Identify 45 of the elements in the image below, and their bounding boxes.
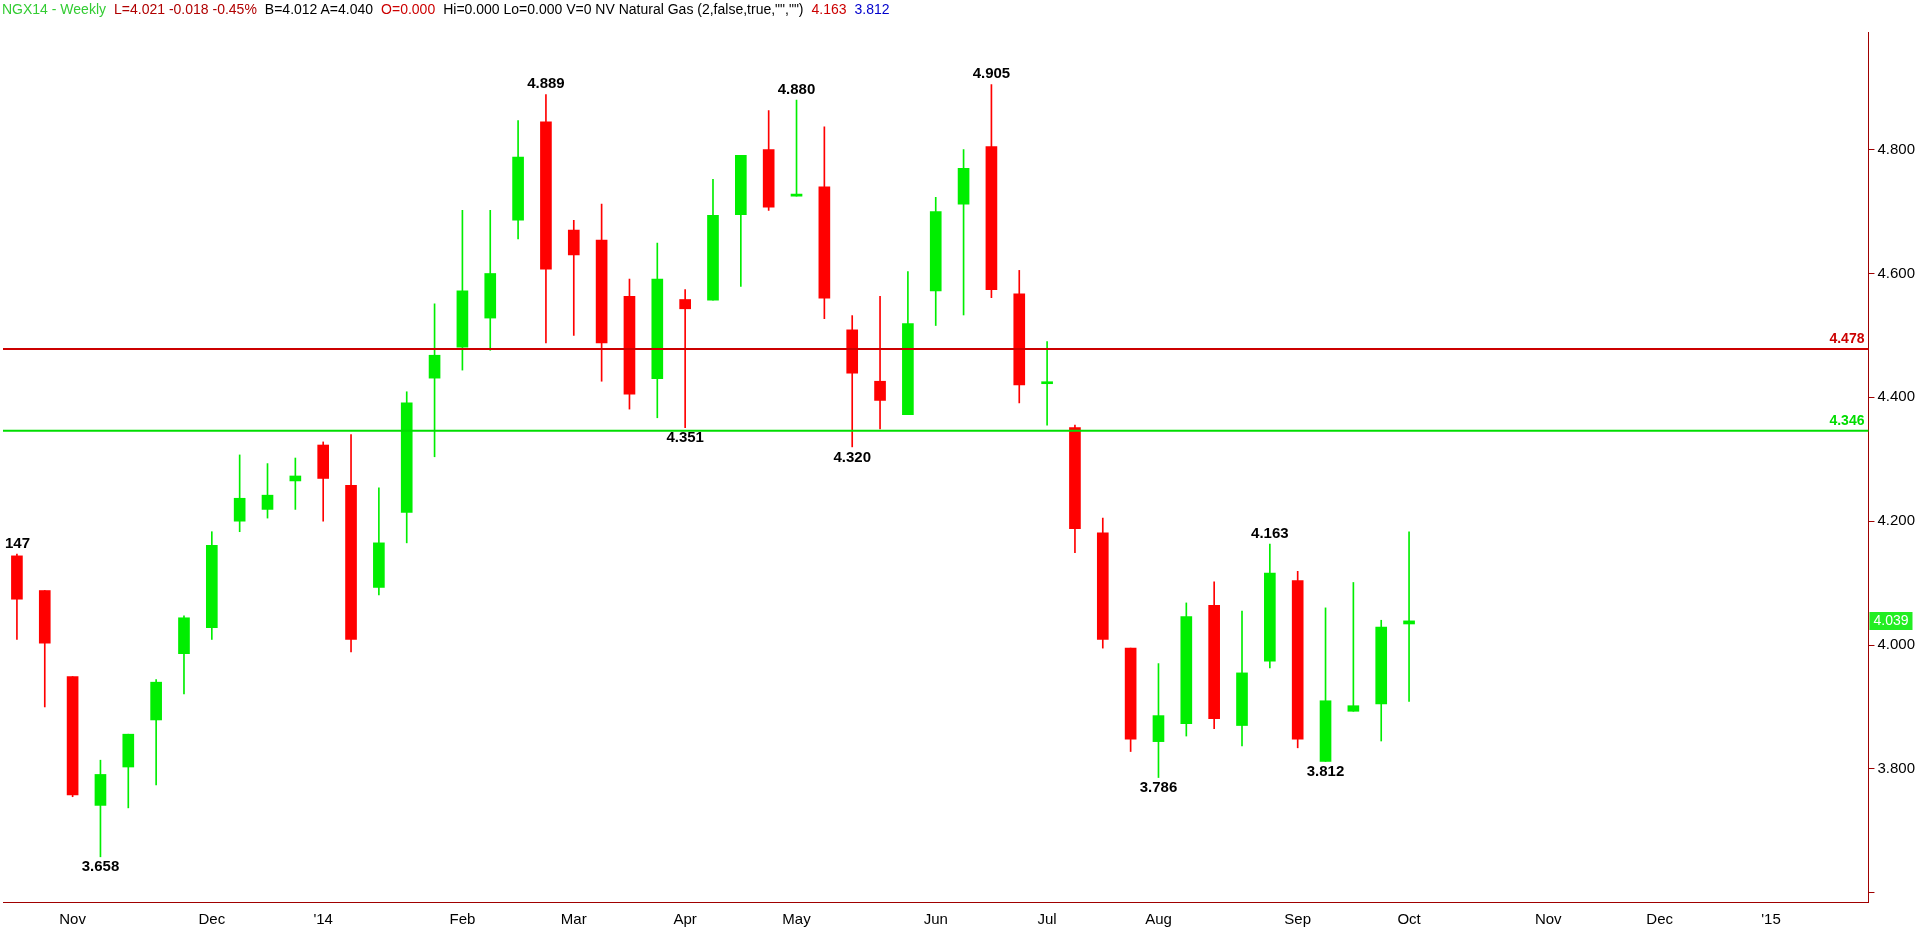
text: 4.163 [811,1,847,17]
x-tick-label: Aug [1145,910,1172,928]
annotation: 4.320 [833,447,871,465]
annotation: 4.889 [527,74,565,92]
chart-title: NGX14 - Weekly [2,1,106,17]
ref-line-label: 4.478 [1829,329,1865,346]
text: B=4.012 A=4.040 [264,1,374,17]
annotation: 4.039 [1873,611,1909,628]
y-tick-label: 4.200 [1877,511,1916,529]
annotation: 4.880 [777,79,816,97]
annotation: 4.351 [666,428,704,446]
y-tick-label: 3.800 [1877,759,1916,777]
annotation: 147 [5,533,31,551]
candlestick [874,296,886,430]
x-tick-label: Jun [923,910,948,928]
candlestick [567,219,580,336]
x-tick-label: Sep [1284,910,1312,928]
annotation: 3.786 [1139,778,1178,796]
y-tick-label: 4.000 [1877,635,1916,653]
y-tick-label: 4.400 [1877,387,1916,405]
text: 3.812 [854,1,890,17]
text: L=4.021 -0.018 -0.45% [114,1,257,17]
x-tick-label: Oct [1397,910,1422,928]
annotation: 3.658 [81,857,120,875]
y-tick-label: 4.800 [1877,139,1916,157]
x-tick-label: Nov [59,910,87,928]
text: Hi=0.000 Lo=0.000 V=0 NV Natural Gas (2,false,true,"","") [443,1,804,17]
annotation: 3.812 [1306,762,1345,780]
x-tick-label: '15 [1761,910,1781,928]
x-tick-label: May [782,910,812,928]
candlestick [679,289,691,429]
ref-line-label: 4.346 [1829,411,1865,428]
x-tick-label: Mar [560,910,587,928]
annotation: 4.163 [1251,523,1289,541]
x-tick-label: Feb [449,910,476,928]
x-tick-label: Dec [198,910,226,928]
candlestick [1041,341,1053,426]
x-tick-label: Nov [1534,910,1563,928]
y-tick-label: 4.600 [1877,263,1916,281]
annotation: 4.905 [972,64,1011,82]
x-tick-label: Jul [1037,910,1057,928]
x-tick-label: Dec [1646,910,1674,928]
x-tick-label: '14 [313,910,333,928]
x-tick-label: Apr [673,910,697,928]
text: O=0.000 [381,1,436,17]
